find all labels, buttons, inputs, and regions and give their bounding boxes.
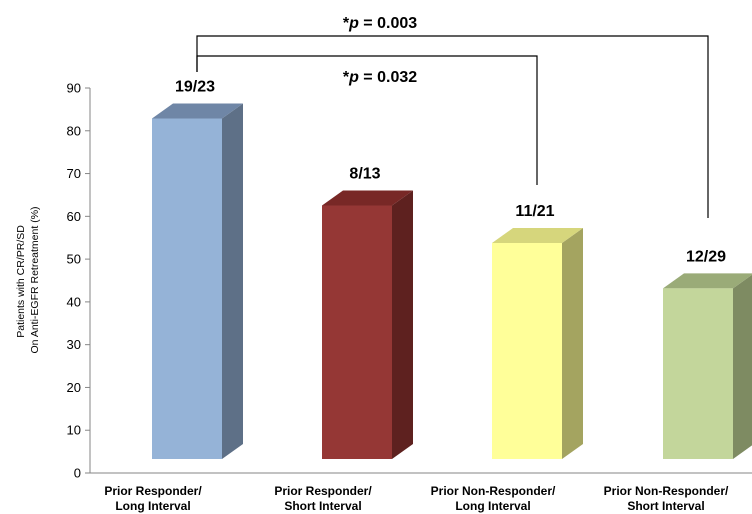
y-axis-title: Patients with CR/PR/SD On Anti-EGFR Retr… — [15, 206, 41, 353]
bar-top-face — [663, 273, 752, 289]
x-axis-category-labels: Prior Responder/Long Interval Prior Respo… — [104, 484, 729, 513]
x-category-label: Prior Responder/Short Interval — [274, 484, 372, 513]
bar-side-face — [222, 103, 243, 459]
bar-top-face — [492, 227, 583, 243]
bar-front-face — [492, 242, 562, 459]
significance-p-value: *p = 0.032 — [343, 69, 417, 86]
bar — [152, 103, 243, 459]
bar-data-label: 12/29 — [686, 248, 726, 265]
significance-bracket — [196, 55, 538, 185]
y-axis-title-line-2: On Anti-EGFR Retreatment (%) — [29, 206, 41, 353]
bar-top-face — [322, 190, 413, 206]
y-tick-label: 0 — [74, 466, 81, 481]
bar-front-face — [152, 118, 222, 459]
bar-front-face — [663, 288, 733, 459]
significance-p-value: *p = 0.003 — [343, 15, 417, 32]
y-axis-title-line-1: Patients with CR/PR/SD — [15, 225, 27, 338]
bar-data-label: 19/23 — [175, 79, 215, 96]
y-tick-label: 50 — [67, 252, 81, 267]
x-category-label: Prior Non-Responder/Short Interval — [604, 484, 729, 513]
significance-bracket — [196, 35, 709, 218]
y-axis-ticks: 0 10 20 30 40 50 60 70 80 90 — [67, 81, 90, 481]
y-tick-label: 80 — [67, 123, 81, 138]
bar-data-label: 11/21 — [515, 203, 554, 220]
x-category-label: Prior Responder/Long Interval — [104, 484, 202, 513]
y-tick-label: 10 — [67, 423, 81, 438]
bar-side-face — [392, 190, 413, 459]
bar-front-face — [322, 205, 392, 459]
bar-side-face — [562, 227, 583, 459]
bars: 19/23 8/13 11/21 12/29 — [152, 79, 752, 459]
bar — [663, 273, 752, 459]
significance-brackets: *p = 0.003 *p = 0.032 — [196, 15, 709, 218]
y-tick-label: 60 — [67, 209, 81, 224]
y-tick-label: 40 — [67, 294, 81, 309]
bar-side-face — [733, 274, 752, 459]
y-tick-label: 20 — [67, 380, 81, 395]
bar-top-face — [152, 103, 243, 119]
y-tick-label: 70 — [67, 166, 81, 181]
y-tick-label: 90 — [67, 81, 81, 96]
bar — [322, 190, 413, 459]
bar-data-label: 8/13 — [349, 165, 380, 182]
x-category-label: Prior Non-Responder/Long Interval — [431, 484, 556, 513]
bar — [492, 227, 583, 459]
y-tick-label: 30 — [67, 337, 81, 352]
